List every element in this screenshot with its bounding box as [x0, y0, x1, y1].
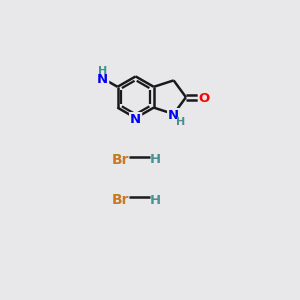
Text: N: N [168, 109, 179, 122]
Text: H: H [176, 117, 185, 127]
Text: Br: Br [111, 194, 129, 207]
Text: H: H [149, 153, 161, 167]
Text: N: N [130, 113, 141, 126]
Text: Br: Br [111, 153, 129, 167]
Text: H: H [149, 194, 161, 207]
Text: O: O [199, 92, 210, 105]
Text: N: N [97, 73, 108, 86]
Text: H: H [98, 65, 107, 76]
